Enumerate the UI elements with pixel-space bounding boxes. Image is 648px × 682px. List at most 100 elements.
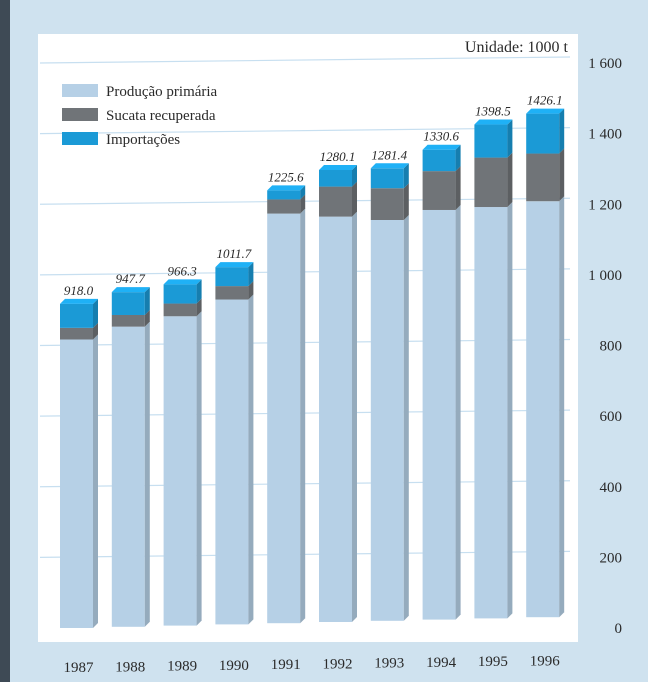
y-axis: 0 200 400 600 800 1 000 1 200 1 400 1 600 — [588, 56, 622, 637]
bar-top — [163, 279, 202, 285]
left-edge-strip — [0, 0, 10, 682]
y-tick-label: 400 — [600, 480, 623, 496]
bar-side — [352, 211, 357, 623]
x-tick-label: 1992 — [323, 656, 353, 672]
bar-side — [144, 287, 150, 315]
bar-stack-1995 — [474, 119, 513, 619]
y-tick-label: 1 400 — [588, 127, 622, 143]
bar-segment — [163, 284, 197, 304]
bar-side — [248, 281, 254, 300]
bar-side — [403, 163, 409, 189]
legend-swatch — [62, 108, 98, 121]
legend-label: Sucata recuperada — [106, 108, 216, 124]
y-tick-label: 1 600 — [588, 56, 622, 72]
bar-side — [455, 166, 461, 210]
legend-swatch — [62, 132, 98, 145]
x-tick-label: 1987 — [64, 660, 95, 676]
bar-top — [474, 119, 513, 125]
bar-side — [507, 119, 513, 158]
bar-segment — [526, 113, 560, 154]
bar-side — [403, 183, 409, 221]
bar-side — [507, 202, 513, 619]
bar-segment — [422, 149, 456, 172]
legend-swatch — [62, 84, 98, 97]
bar-side — [455, 144, 461, 172]
bar-segment — [422, 209, 456, 620]
x-tick-label: 1990 — [219, 658, 249, 674]
bar-side — [352, 181, 357, 217]
bar-top — [267, 185, 306, 191]
bar-segment — [526, 153, 560, 202]
total-value-label: 966.3 — [167, 263, 197, 278]
bar-top — [370, 163, 409, 169]
bar-stack-1993 — [370, 163, 409, 621]
bar-stack-1990 — [215, 262, 254, 625]
bar-segment — [526, 201, 560, 618]
bar-side — [403, 215, 409, 621]
bar-side — [300, 194, 306, 214]
total-value-label: 1280.1 — [320, 149, 356, 164]
total-value-label: 1011.7 — [217, 246, 252, 261]
grid-line — [39, 56, 571, 64]
x-tick-label: 1995 — [478, 654, 508, 670]
bar-side — [559, 148, 565, 202]
bar-segment — [215, 267, 249, 287]
total-value-label: 1330.6 — [423, 129, 459, 144]
bar-top — [526, 108, 565, 114]
bar-stack-1989 — [163, 279, 202, 626]
total-value-label: 1398.5 — [475, 104, 511, 119]
total-value-label: 1426.1 — [527, 93, 563, 108]
bar-top — [319, 164, 357, 170]
bar-side — [455, 204, 461, 620]
bar-segment — [319, 169, 352, 187]
bar-side — [196, 311, 202, 626]
bar-segment — [60, 303, 93, 328]
bar-top — [60, 298, 98, 304]
y-tick-label: 0 — [615, 621, 623, 637]
bar-segment — [111, 314, 145, 327]
bar-segment — [163, 303, 197, 317]
bar-top — [111, 287, 150, 293]
bar-segment — [60, 339, 93, 628]
bar-stack-1987 — [60, 298, 98, 628]
bar-side — [300, 208, 306, 624]
total-value-label: 947.7 — [116, 271, 146, 286]
bar-stack-1992 — [319, 164, 357, 623]
bar-segment — [267, 213, 301, 624]
bar-side — [144, 321, 150, 627]
bar-segment — [319, 216, 352, 623]
bar-side — [300, 185, 306, 200]
bar-side — [559, 108, 565, 154]
y-tick-label: 1 000 — [588, 268, 622, 284]
legend-label: Importações — [106, 132, 180, 148]
y-tick-label: 600 — [600, 409, 623, 425]
bar-stack-1996 — [526, 108, 565, 618]
bar-segment — [319, 186, 352, 217]
bar-side — [93, 334, 98, 628]
bar-segment — [163, 316, 197, 626]
bar-segment — [267, 190, 301, 200]
bar-stack-1988 — [111, 287, 150, 627]
total-value-label: 1281.4 — [371, 147, 407, 162]
bar-side — [196, 298, 202, 317]
bar-side — [248, 294, 254, 625]
x-tick-label: 1994 — [426, 655, 457, 671]
bar-segment — [60, 327, 93, 340]
value-labels: 918.0 947.7 966.3 1011.7 1225.6 1280.1 1281.4 1… — [64, 93, 563, 298]
bar-side — [352, 164, 357, 187]
bar-side — [196, 279, 202, 304]
bar-side — [93, 298, 98, 328]
bar-segment — [370, 188, 404, 221]
legend-label: Produção primária — [106, 84, 218, 100]
x-tick-label: 1996 — [530, 654, 561, 670]
legend: Produção primária Sucata recuperada Import… — [62, 84, 218, 148]
bar-stack-1994 — [422, 144, 461, 620]
x-tick-label: 1991 — [271, 657, 301, 673]
y-tick-label: 800 — [600, 339, 623, 355]
bar-segment — [370, 168, 404, 189]
bar-segment — [215, 286, 249, 300]
bar-segment — [474, 207, 508, 619]
total-value-label: 918.0 — [64, 283, 94, 298]
